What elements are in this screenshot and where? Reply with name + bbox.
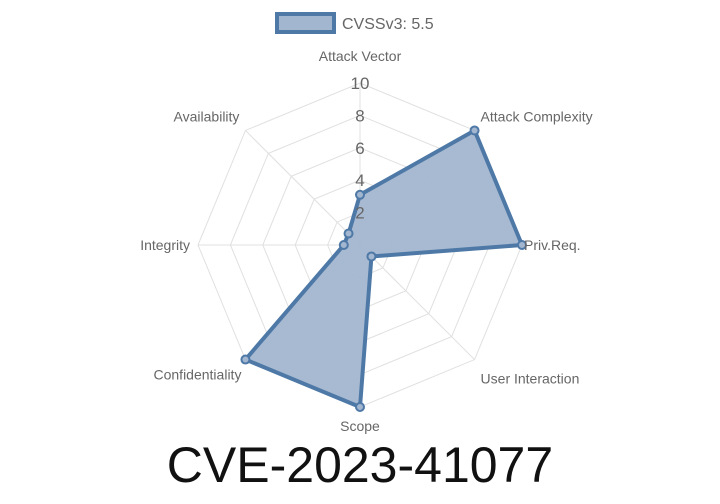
- grid-spoke: [359, 244, 475, 360]
- data-point: [366, 251, 377, 262]
- data-point: [517, 240, 527, 250]
- axis-label: Integrity: [140, 237, 190, 253]
- legend[interactable]: CVSSv3: 5.5: [275, 12, 434, 34]
- data-point: [355, 402, 365, 412]
- axis-label: Attack Complexity: [481, 108, 593, 124]
- axis-label: Availability: [174, 108, 240, 124]
- tick-label: 4: [355, 171, 364, 190]
- data-point: [355, 189, 365, 200]
- axis-label: Confidentiality: [154, 367, 242, 383]
- data-point: [338, 240, 349, 250]
- axis-label: User Interaction: [481, 371, 580, 387]
- axis-label: Scope: [340, 418, 380, 434]
- grid-spoke: [245, 130, 361, 246]
- legend-swatch: [275, 12, 336, 34]
- radial-ticks: 2 4 6 8 10: [351, 74, 370, 223]
- tick-label: 10: [351, 74, 370, 93]
- legend-label: CVSSv3: 5.5: [342, 16, 434, 33]
- data-point: [469, 125, 480, 136]
- data-point: [343, 228, 354, 239]
- tick-label: 2: [355, 204, 364, 223]
- data-point: [240, 354, 251, 365]
- tick-label: 6: [355, 139, 364, 158]
- radar-series: [240, 125, 527, 412]
- axis-label: Attack Vector: [319, 48, 402, 64]
- tick-label: 8: [355, 106, 364, 125]
- axis-labels: Attack Vector Attack Complexity Priv.Req. U…: [140, 48, 592, 434]
- chart-title: CVE-2023-41077: [167, 437, 553, 493]
- axis-label: Priv.Req.: [524, 237, 581, 253]
